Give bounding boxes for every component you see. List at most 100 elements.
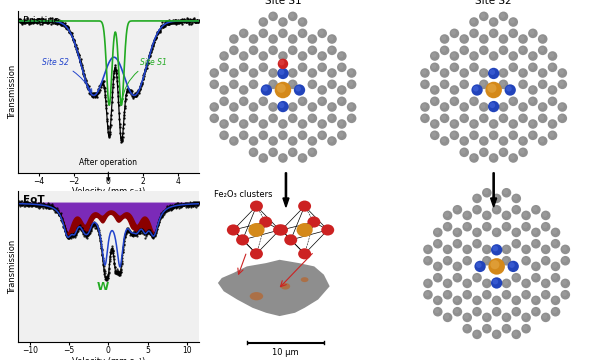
Circle shape [211,70,216,75]
Circle shape [464,224,469,228]
Circle shape [260,155,265,159]
Circle shape [461,36,466,41]
Circle shape [290,13,294,18]
Circle shape [290,115,294,120]
Circle shape [542,246,547,251]
Circle shape [562,292,567,296]
Circle shape [430,131,439,140]
Circle shape [260,132,265,137]
Circle shape [498,148,508,157]
Circle shape [444,280,449,285]
Circle shape [523,257,527,262]
Circle shape [240,53,245,58]
Circle shape [479,46,489,55]
Circle shape [472,228,482,237]
Circle shape [469,131,479,140]
Circle shape [451,64,456,69]
Circle shape [480,47,485,52]
Circle shape [523,280,527,285]
Circle shape [299,155,304,159]
Circle shape [498,80,508,89]
Circle shape [321,224,334,235]
Circle shape [552,240,557,245]
Circle shape [270,70,275,75]
Circle shape [538,80,547,89]
Circle shape [461,70,466,75]
Circle shape [435,309,439,313]
Circle shape [258,153,268,163]
Circle shape [453,296,462,305]
Circle shape [259,216,272,228]
Circle shape [523,224,527,228]
Circle shape [278,51,288,61]
Circle shape [509,131,518,140]
Circle shape [258,131,268,140]
Circle shape [464,280,469,285]
Circle shape [491,30,495,35]
Circle shape [280,19,285,23]
Circle shape [489,28,498,38]
Circle shape [480,13,485,18]
Circle shape [482,211,492,220]
Circle shape [471,155,476,159]
Circle shape [329,138,334,143]
Circle shape [549,132,554,137]
Circle shape [507,261,519,272]
Circle shape [280,30,285,35]
Circle shape [231,81,235,86]
Circle shape [250,81,255,86]
Circle shape [521,279,531,288]
Circle shape [443,312,452,322]
Circle shape [288,102,297,112]
Circle shape [520,149,524,154]
Circle shape [509,28,518,38]
Circle shape [430,63,439,72]
Circle shape [469,28,479,38]
Circle shape [509,262,515,268]
Circle shape [520,47,524,52]
Circle shape [433,296,442,305]
Circle shape [474,261,486,272]
Circle shape [219,119,229,129]
Circle shape [268,68,278,78]
Circle shape [510,30,515,35]
Circle shape [538,46,547,55]
Circle shape [528,51,538,61]
Circle shape [474,274,479,279]
Circle shape [337,85,347,95]
Circle shape [471,19,476,23]
Circle shape [560,256,570,266]
Circle shape [494,297,498,302]
Circle shape [479,68,489,78]
Circle shape [231,115,235,120]
Circle shape [329,81,334,86]
Circle shape [539,70,544,75]
Circle shape [309,149,314,154]
Circle shape [299,19,304,23]
Circle shape [482,290,492,300]
Circle shape [270,104,275,108]
Circle shape [479,102,489,112]
Circle shape [435,240,439,245]
Circle shape [518,102,528,112]
Circle shape [462,312,472,322]
Circle shape [231,36,235,41]
Circle shape [227,224,240,235]
Circle shape [482,222,492,231]
Circle shape [249,80,258,89]
Circle shape [420,102,430,112]
Circle shape [260,19,265,23]
Circle shape [542,257,547,262]
Circle shape [464,325,469,330]
Circle shape [319,132,324,137]
Circle shape [221,121,226,126]
Circle shape [441,81,446,86]
Circle shape [531,273,541,283]
Circle shape [450,96,459,106]
Circle shape [349,115,353,120]
Circle shape [472,205,482,215]
Circle shape [270,36,275,41]
Circle shape [513,240,518,245]
Circle shape [501,279,511,288]
Ellipse shape [250,292,263,300]
